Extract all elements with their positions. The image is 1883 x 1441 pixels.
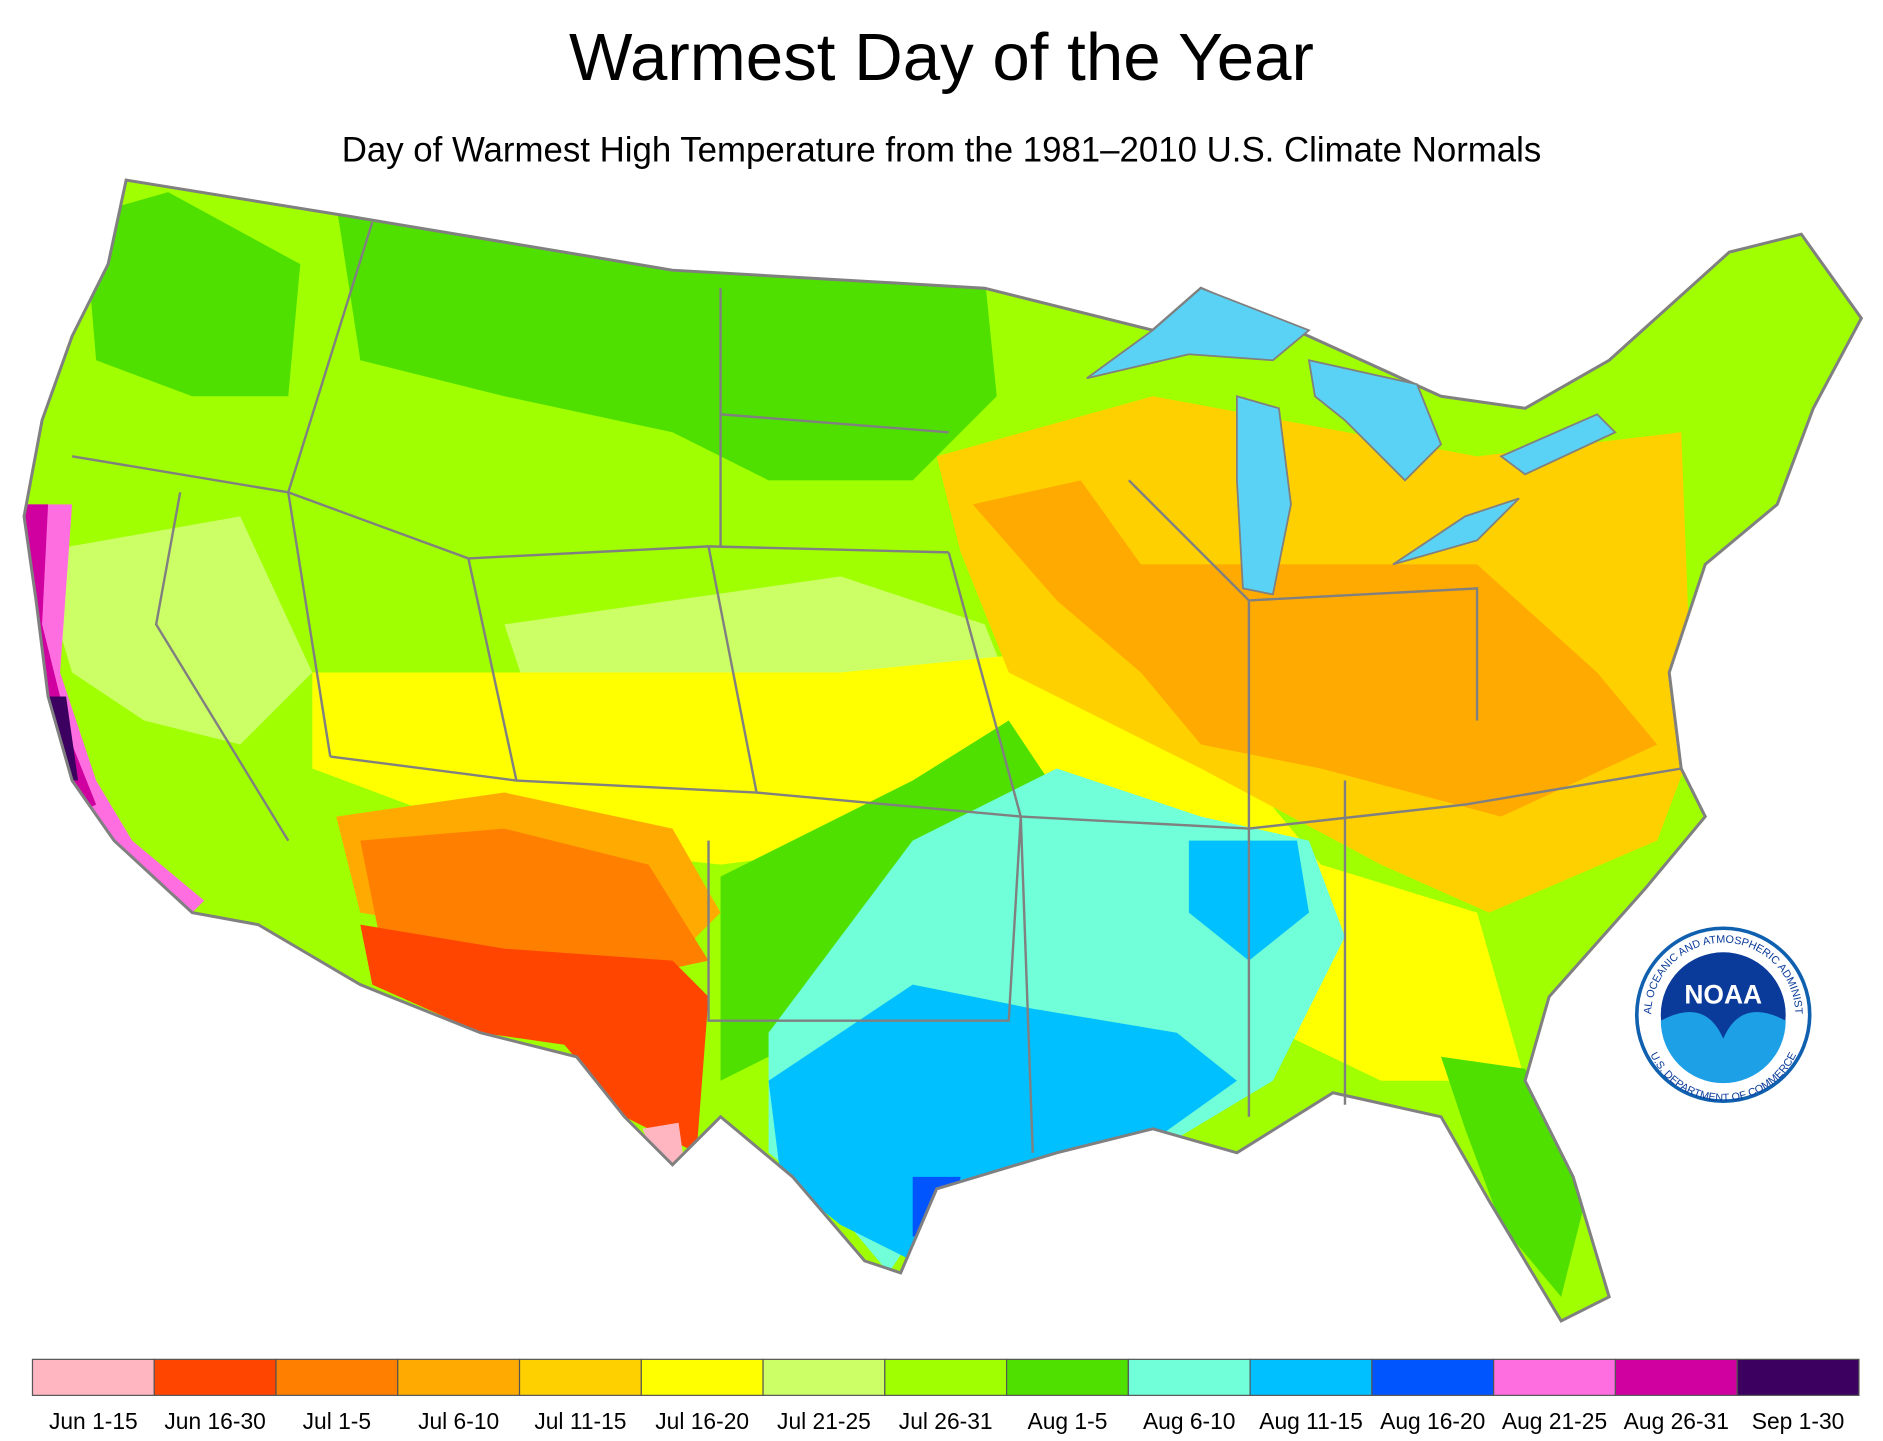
legend-swatch [1127, 1358, 1251, 1396]
legend-swatch [1736, 1358, 1860, 1396]
legend-swatch [397, 1358, 521, 1396]
legend-label: Jun 16-30 [164, 1408, 265, 1434]
legend-label: Jul 21-25 [777, 1408, 871, 1434]
great-lakes [1086, 287, 1617, 596]
legend-label: Jul 16-20 [655, 1408, 749, 1434]
legend-label: Aug 16-20 [1380, 1408, 1485, 1434]
map-zones [24, 180, 1862, 1321]
legend-swatch [1005, 1358, 1129, 1396]
legend-label: Jul 6-10 [418, 1408, 499, 1434]
legend-swatch [1493, 1358, 1617, 1396]
climate-zone [972, 480, 1658, 817]
legend-swatch [640, 1358, 764, 1396]
legend-swatch [153, 1358, 277, 1396]
climate-zone [360, 924, 709, 1153]
legend-label: Aug 26-31 [1624, 1408, 1729, 1434]
legend-label: Jul 26-31 [899, 1408, 993, 1434]
legend-label: Aug 6-10 [1143, 1408, 1236, 1434]
state-borders [71, 221, 1682, 1153]
legend-label: Aug 21-25 [1502, 1408, 1607, 1434]
legend-swatch [275, 1358, 399, 1396]
legend-label: Jul 1-5 [303, 1408, 371, 1434]
legend-label: Sep 1-30 [1752, 1408, 1845, 1434]
legend-label: Jun 1-15 [49, 1408, 138, 1434]
logo-text: NOAA [1684, 980, 1762, 1010]
legend-swatch [1614, 1358, 1738, 1396]
us-outline [22, 178, 1864, 1323]
climate-zone [24, 504, 97, 817]
title: Warmest Day of the Year [569, 20, 1314, 95]
legend-swatch [31, 1358, 155, 1396]
legend-swatch [518, 1358, 642, 1396]
legend-label: Aug 1-5 [1028, 1408, 1108, 1434]
climate-zone [36, 516, 313, 745]
climate-zone [768, 984, 1237, 1261]
climate-zone [84, 192, 301, 397]
legend-label: Aug 11-15 [1259, 1408, 1363, 1434]
subtitle: Day of Warmest High Temperature from the… [342, 131, 1542, 170]
legend-label: Jul 11-15 [534, 1408, 626, 1434]
legend-swatch [1249, 1358, 1373, 1396]
legend-swatch [1371, 1358, 1495, 1396]
legend: Jun 1-15 Jun 16-30 Jul 1-5 Jul 6-10 Jul 11-1… [31, 1358, 1860, 1434]
climate-zone [1441, 1056, 1586, 1297]
legend-swatch [762, 1358, 886, 1396]
legend-swatch [884, 1358, 1008, 1396]
